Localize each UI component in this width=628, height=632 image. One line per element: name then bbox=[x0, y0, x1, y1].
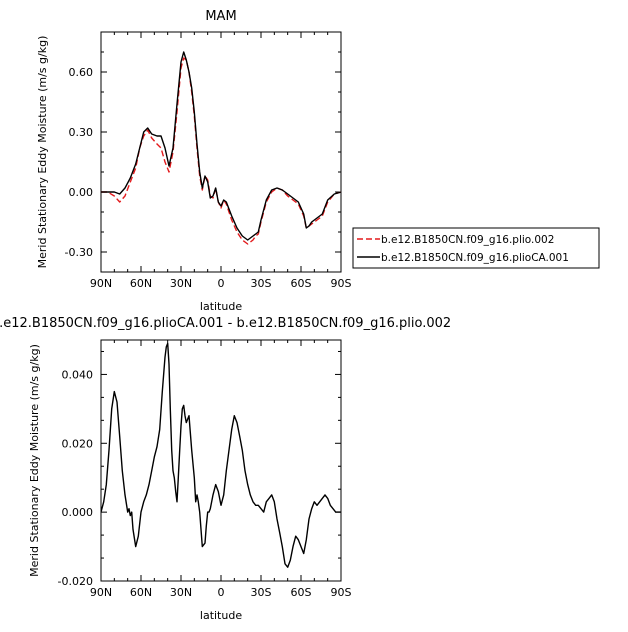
chart-panel-2: b.e12.B1850CN.f09_g16.plioCA.001 - b.e12… bbox=[0, 316, 451, 622]
y-tick-label: 0.020 bbox=[62, 437, 94, 450]
x-tick-label: 30S bbox=[251, 586, 272, 599]
legend: b.e12.B1850CN.f09_g16.plio.002 b.e12.B185… bbox=[352, 227, 600, 269]
legend-box bbox=[352, 227, 600, 269]
y-tick-label: 0.60 bbox=[69, 66, 94, 79]
x-tick-label: 30S bbox=[251, 277, 272, 290]
plot-frame bbox=[100, 31, 342, 273]
x-tick-label: 30N bbox=[170, 277, 192, 290]
x-tick-label: 60N bbox=[130, 277, 152, 290]
y-tick-label: 0.000 bbox=[62, 506, 94, 519]
y-tick-label: 0.30 bbox=[69, 126, 94, 139]
chart-title: b.e12.B1850CN.f09_g16.plioCA.001 - b.e12… bbox=[0, 316, 451, 331]
x-tick-label: 60S bbox=[291, 277, 312, 290]
y-tick-label: -0.30 bbox=[65, 246, 93, 259]
chart-panel-1: MAM 90N 60N 30N 0 30S 60S 90S -0.30 0.00 0.30 0.60 l… bbox=[36, 9, 600, 313]
x-tick-label: 90S bbox=[331, 586, 352, 599]
x-tick-label: 90S bbox=[331, 277, 352, 290]
x-tick-label: 90N bbox=[90, 277, 112, 290]
x-tick-label: 60N bbox=[130, 586, 152, 599]
chart-title: MAM bbox=[205, 9, 236, 24]
series-line-1 bbox=[101, 57, 341, 245]
series-line-2 bbox=[101, 51, 341, 241]
x-tick-label: 60S bbox=[291, 586, 312, 599]
x-axis-label: latitude bbox=[200, 609, 242, 622]
x-tick-label: 0 bbox=[218, 277, 225, 290]
x-tick-label: 0 bbox=[218, 586, 225, 599]
y-tick-label: 0.040 bbox=[62, 368, 94, 381]
legend-label-1: b.e12.B1850CN.f09_g16.plio.002 bbox=[381, 234, 554, 246]
series-line-1 bbox=[101, 342, 341, 568]
y-axis-label: Merid Stationary Eddy Moisture (m/s g/kg… bbox=[36, 36, 49, 269]
legend-label-2: b.e12.B1850CN.f09_g16.plioCA.001 bbox=[381, 252, 569, 264]
y-tick-label: 0.00 bbox=[69, 186, 94, 199]
y-axis-label: Merid Stationary Eddy Moisture (m/s g/kg… bbox=[28, 344, 41, 577]
x-tick-label: 30N bbox=[170, 586, 192, 599]
y-tick-label: -0.020 bbox=[58, 575, 93, 588]
x-axis-label: latitude bbox=[200, 300, 242, 313]
x-tick-label: 90N bbox=[90, 586, 112, 599]
